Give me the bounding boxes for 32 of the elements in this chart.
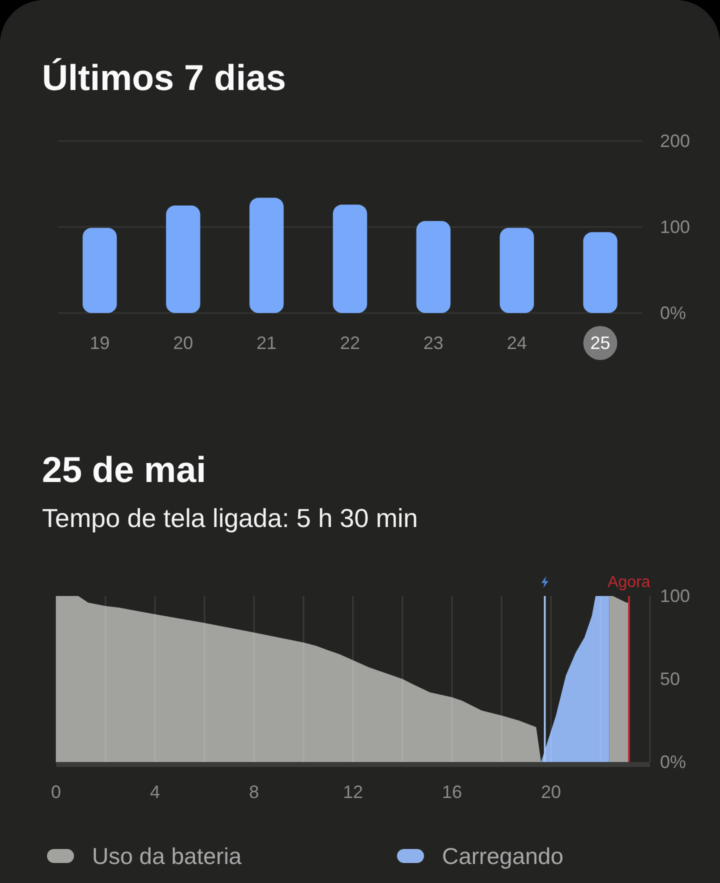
x-tick-label: 19 bbox=[90, 333, 110, 353]
legend-label: Uso da bateria bbox=[92, 843, 242, 869]
x-tick-label: 24 bbox=[506, 333, 527, 353]
bar bbox=[500, 228, 534, 313]
y-tick-label: 50 bbox=[660, 669, 680, 689]
bar bbox=[583, 232, 618, 313]
x-tick-label: 21 bbox=[256, 333, 277, 353]
x-tick-label: 16 bbox=[442, 782, 462, 802]
x-tick-label: 23 bbox=[423, 333, 444, 353]
x-tick-label: 8 bbox=[248, 782, 260, 802]
y-tick-label: 0% bbox=[660, 303, 686, 323]
y-tick-label: 100 bbox=[660, 217, 690, 237]
x-tick-label: 20 bbox=[173, 333, 194, 353]
bar bbox=[249, 198, 284, 313]
y-tick-label: 0% bbox=[660, 752, 686, 772]
bar bbox=[82, 228, 117, 313]
x-tick-label: 0 bbox=[50, 782, 62, 802]
bar bbox=[332, 204, 368, 313]
y-tick-label: 100 bbox=[660, 586, 690, 606]
x-tick-label: 12 bbox=[342, 782, 364, 802]
bar bbox=[416, 220, 451, 313]
x-tick-label: 25 bbox=[590, 333, 610, 353]
bar bbox=[166, 206, 200, 313]
x-tick-label: 20 bbox=[540, 782, 562, 802]
chart-title: Últimos 7 dias bbox=[42, 57, 286, 98]
chart-title: 25 de mai bbox=[42, 449, 206, 490]
x-tick-label: 4 bbox=[150, 782, 160, 802]
y-tick-label: 200 bbox=[660, 131, 690, 151]
ref-line-label: Agora bbox=[608, 574, 650, 591]
x-tick-label: 22 bbox=[340, 333, 360, 353]
legend-label: Carregando bbox=[442, 843, 564, 869]
chart-subtitle: Tempo de tela ligada: 5 h 30 min bbox=[42, 503, 418, 533]
